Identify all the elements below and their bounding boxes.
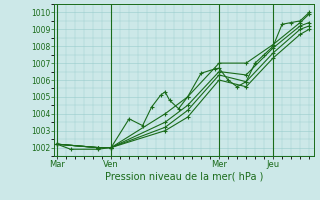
- X-axis label: Pression niveau de la mer( hPa ): Pression niveau de la mer( hPa ): [105, 172, 263, 182]
